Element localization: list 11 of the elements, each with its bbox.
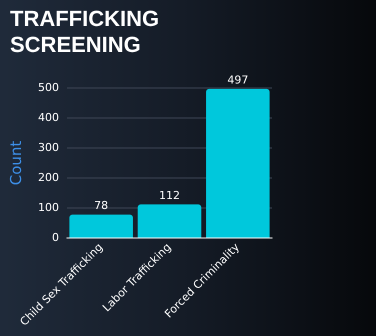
data-label: 112 [159, 188, 180, 202]
y-tick-label: 200 [38, 170, 59, 184]
data-label: 78 [94, 198, 108, 212]
y-tick-label: 100 [38, 200, 59, 214]
y-tick-label: 400 [38, 110, 59, 124]
y-axis-title: Count [6, 140, 25, 186]
chart-title: TRAFFICKING SCREENING [10, 6, 160, 58]
y-tick-label: 0 [52, 230, 59, 244]
y-tick-label: 300 [38, 140, 59, 154]
y-tick-label: 500 [38, 80, 59, 94]
data-label: 497 [227, 73, 248, 86]
